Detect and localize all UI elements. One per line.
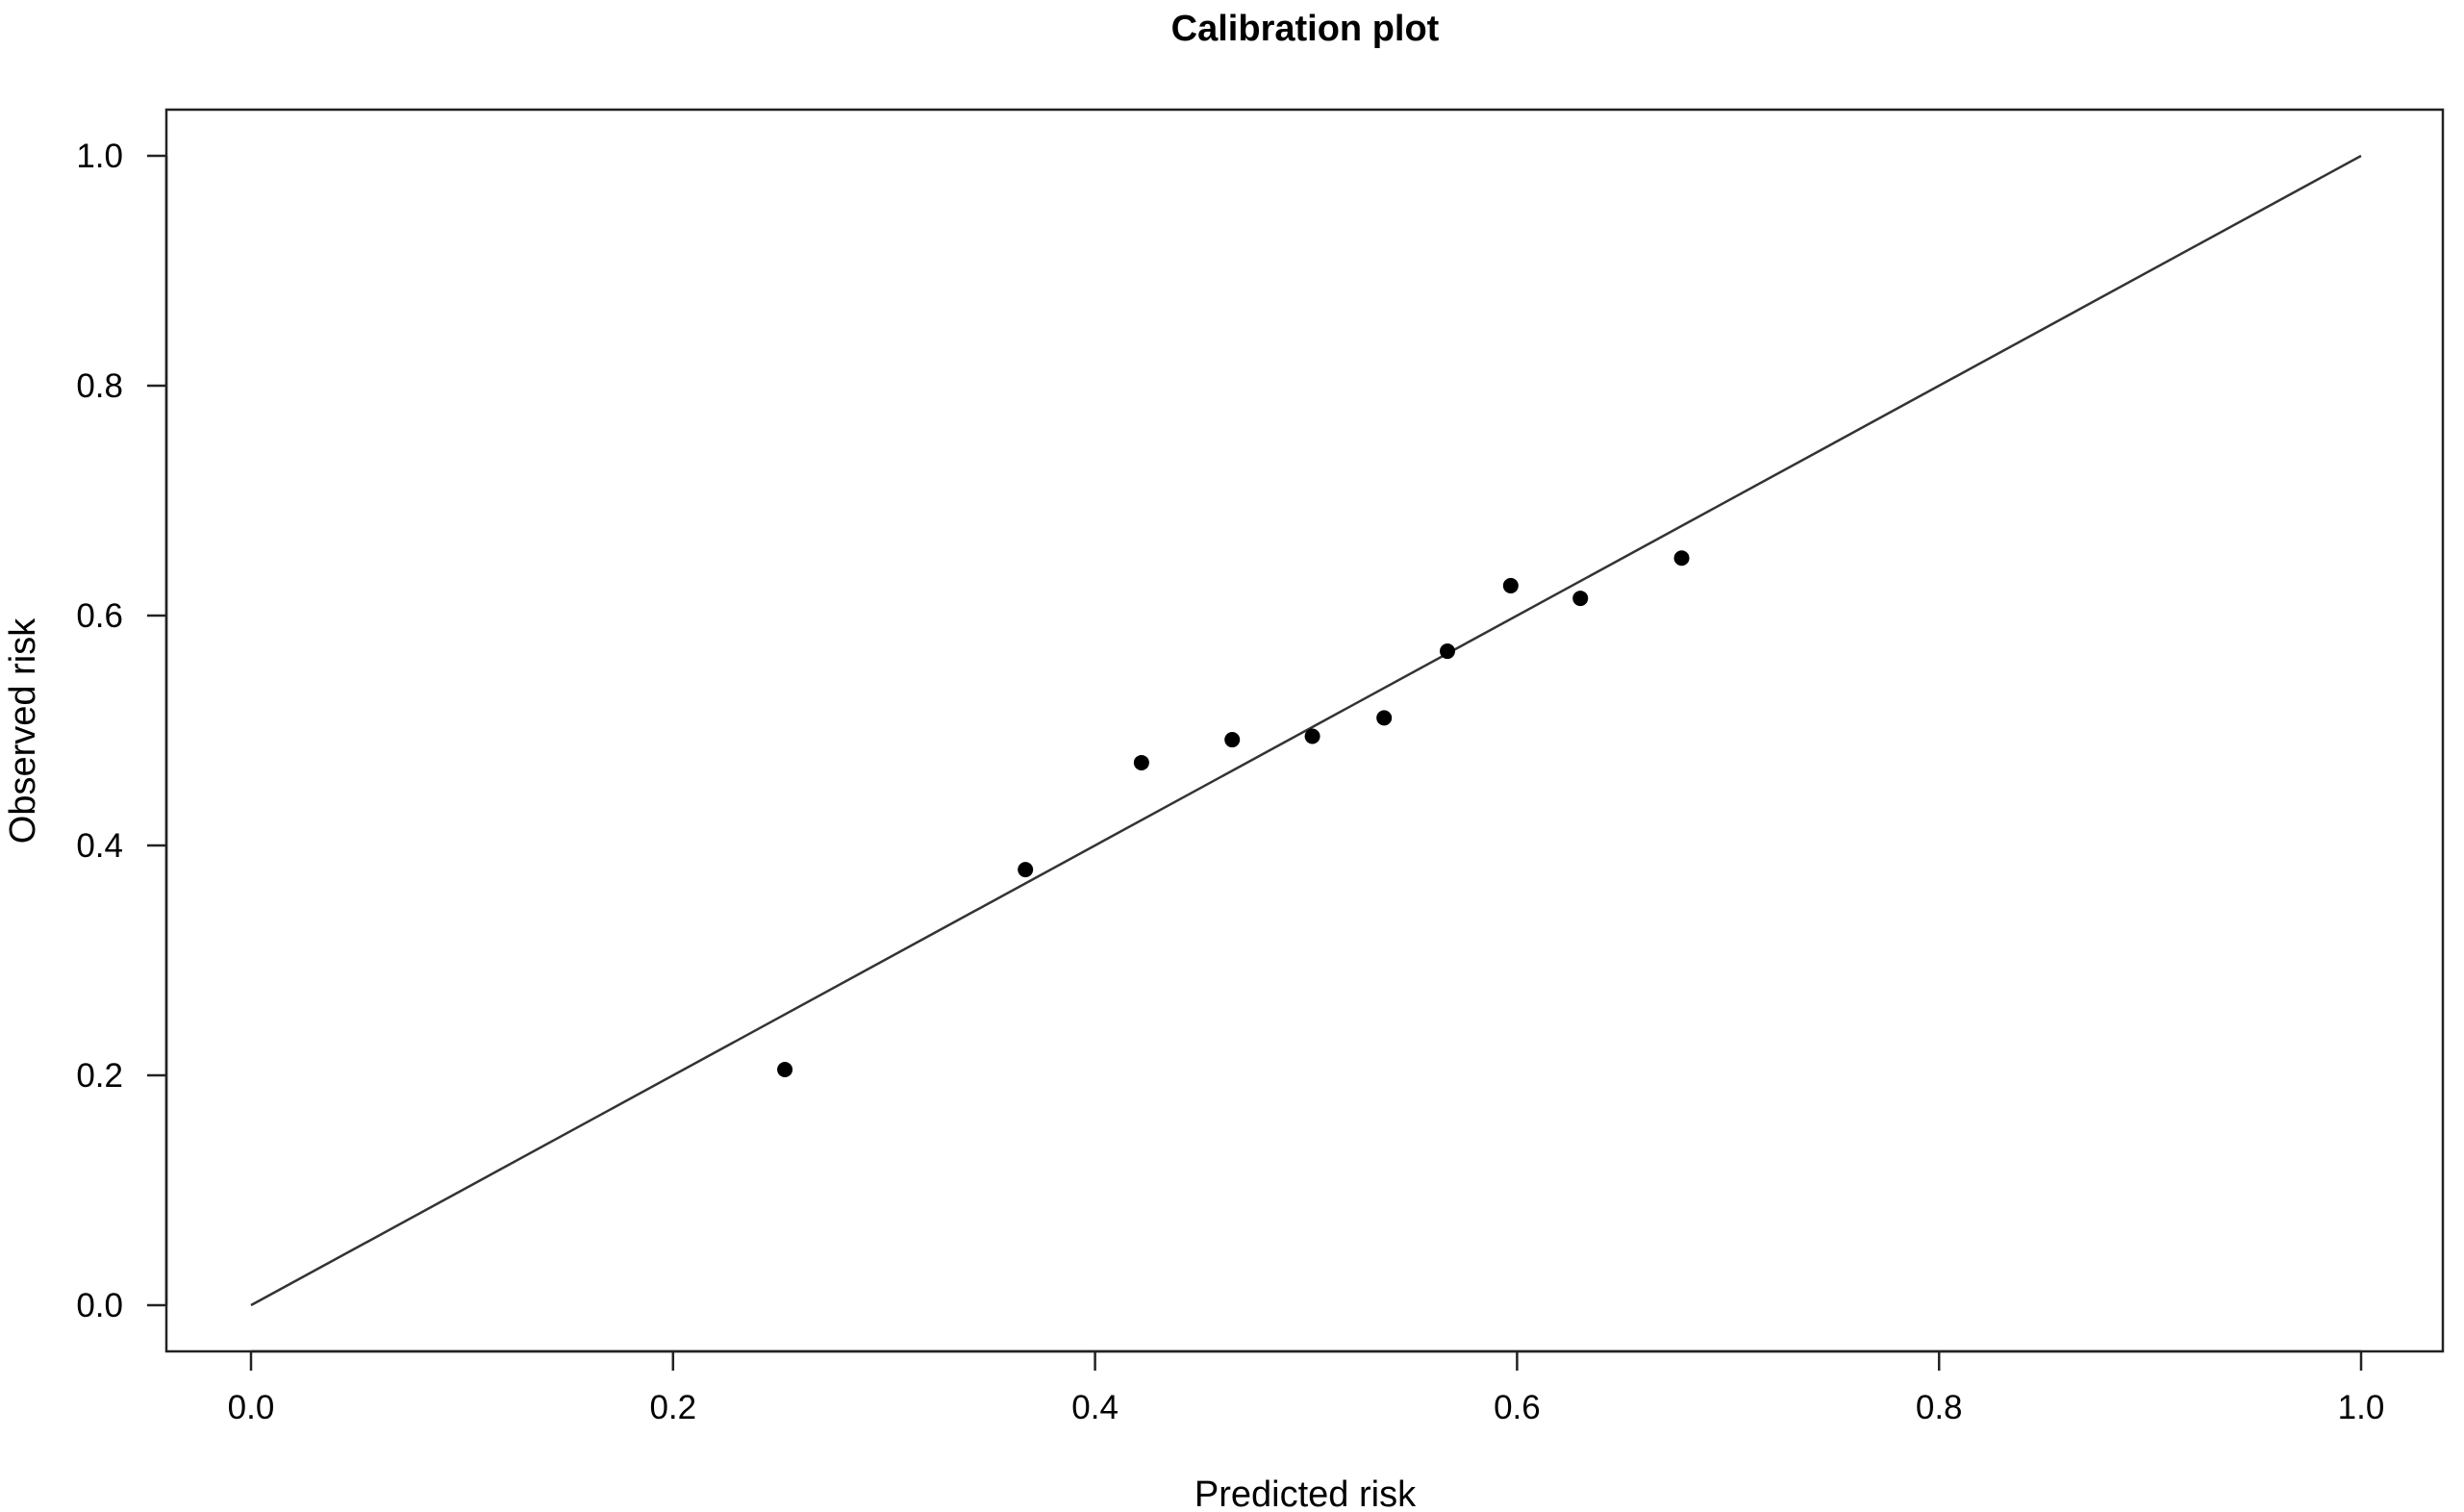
y-tick-label: 1.0 (76, 138, 123, 175)
y-axis: 0.0 0.2 0.4 0.6 0.8 1.0 (76, 138, 168, 1324)
x-tick-label: 1.0 (2338, 1389, 2385, 1426)
data-point (1572, 591, 1589, 607)
y-tick-label: 0.0 (76, 1287, 123, 1324)
x-axis-label: Predicted risk (1194, 1474, 1417, 1512)
data-point (1224, 732, 1241, 748)
y-tick-label: 0.2 (76, 1057, 123, 1095)
y-axis-label: Observed risk (3, 617, 43, 844)
x-tick-label: 0.0 (228, 1389, 275, 1426)
data-point (1304, 728, 1320, 744)
data-point (1673, 550, 1690, 567)
y-tick-label: 0.8 (76, 367, 123, 405)
x-tick-label: 0.8 (1916, 1389, 1963, 1426)
y-tick-label: 0.6 (76, 597, 123, 635)
data-point (1376, 710, 1393, 726)
y-tick-label: 0.4 (76, 827, 123, 865)
data-point (1018, 862, 1034, 878)
data-point (777, 1062, 793, 1078)
x-axis: 0.0 0.2 0.4 0.6 0.8 1.0 (228, 1349, 2385, 1426)
data-point (1133, 754, 1149, 770)
chart-title: Calibration plot (1171, 9, 1440, 49)
x-tick-label: 0.2 (649, 1389, 696, 1426)
data-point (1439, 643, 1455, 660)
x-tick-label: 0.6 (1494, 1389, 1541, 1426)
data-point (1502, 577, 1519, 593)
x-tick-label: 0.4 (1071, 1389, 1119, 1426)
reference-line (250, 154, 2362, 1307)
data-points (777, 550, 1690, 1078)
